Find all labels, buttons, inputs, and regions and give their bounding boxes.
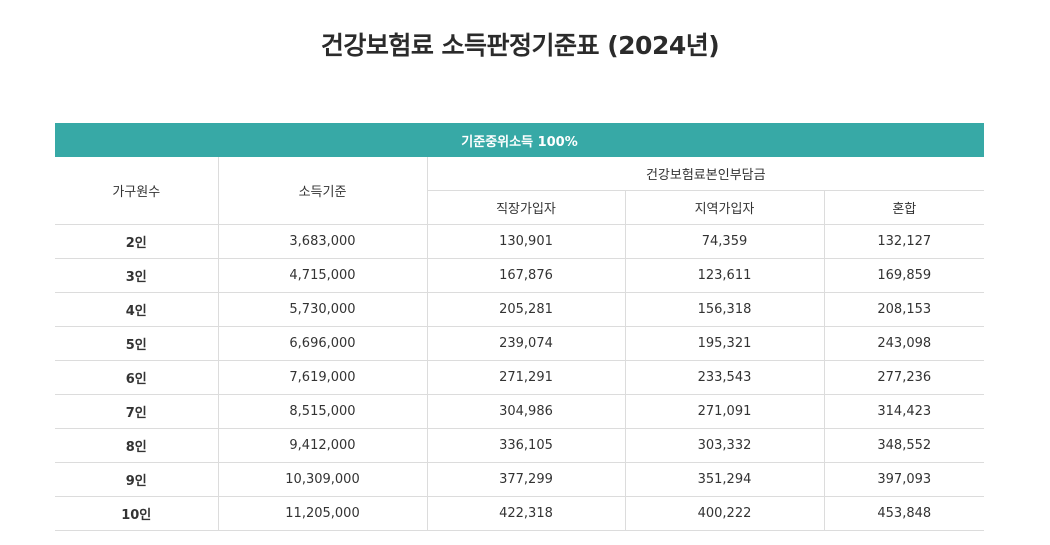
cell-household: 8인 [55, 428, 218, 463]
cell-mixed: 208,153 [823, 292, 985, 327]
cell-employee: 377,299 [426, 462, 625, 497]
cell-regional: 271,091 [624, 394, 824, 429]
cell-income-standard: 3,683,000 [217, 224, 427, 259]
table-row: 6인 7,619,000 271,291 233,543 277,236 [55, 360, 985, 395]
cell-employee: 239,074 [426, 326, 625, 361]
income-criteria-table: 기준중위소득 100% 가구원수 소득기준 건강보험료본인부담금 직장가입자 지… [55, 123, 985, 531]
page-title: 건강보험료 소득판정기준표 (2024년) [320, 31, 720, 60]
cell-income-standard: 6,696,000 [217, 326, 427, 361]
header-household: 가구원수 [55, 157, 218, 225]
cell-regional: 303,332 [624, 428, 824, 463]
table-row: 10인 11,205,000 422,318 400,222 453,848 [55, 496, 985, 531]
table-row: 9인 10,309,000 377,299 351,294 397,093 [55, 462, 985, 497]
cell-regional: 233,543 [624, 360, 824, 395]
cell-employee: 304,986 [426, 394, 625, 429]
header-income-standard: 소득기준 [217, 157, 427, 225]
cell-mixed: 243,098 [823, 326, 985, 361]
cell-household: 4인 [55, 292, 218, 327]
cell-household: 3인 [55, 258, 218, 293]
header-regional: 지역가입자 [624, 190, 824, 225]
cell-household: 9인 [55, 462, 218, 497]
cell-mixed: 348,552 [823, 428, 985, 463]
cell-income-standard: 11,205,000 [217, 496, 427, 531]
table-row: 5인 6,696,000 239,074 195,321 243,098 [55, 326, 985, 361]
cell-income-standard: 4,715,000 [217, 258, 427, 293]
cell-employee: 422,318 [426, 496, 625, 531]
cell-mixed: 169,859 [823, 258, 985, 293]
table-row: 3인 4,715,000 167,876 123,611 169,859 [55, 258, 985, 293]
cell-regional: 123,611 [624, 258, 824, 293]
cell-employee: 130,901 [426, 224, 625, 259]
cell-mixed: 132,127 [823, 224, 985, 259]
cell-employee: 167,876 [426, 258, 625, 293]
cell-mixed: 397,093 [823, 462, 985, 497]
table-banner: 기준중위소득 100% [55, 123, 985, 157]
cell-household: 2인 [55, 224, 218, 259]
cell-household: 7인 [55, 394, 218, 429]
cell-household: 10인 [55, 496, 218, 531]
cell-mixed: 277,236 [823, 360, 985, 395]
table-body: 2인 3,683,000 130,901 74,359 132,127 3인 4,715,0… [55, 224, 985, 531]
cell-mixed: 314,423 [823, 394, 985, 429]
cell-income-standard: 10,309,000 [217, 462, 427, 497]
cell-regional: 156,318 [624, 292, 824, 327]
cell-regional: 195,321 [624, 326, 824, 361]
table-row: 4인 5,730,000 205,281 156,318 208,153 [55, 292, 985, 327]
cell-regional: 400,222 [624, 496, 824, 531]
table-row: 2인 3,683,000 130,901 74,359 132,127 [55, 224, 985, 259]
cell-household: 6인 [55, 360, 218, 395]
cell-regional: 74,359 [624, 224, 824, 259]
header-mixed: 혼합 [823, 190, 985, 225]
cell-income-standard: 8,515,000 [217, 394, 427, 429]
table-row: 8인 9,412,000 336,105 303,332 348,552 [55, 428, 985, 463]
cell-household: 5인 [55, 326, 218, 361]
cell-employee: 336,105 [426, 428, 625, 463]
cell-employee: 271,291 [426, 360, 625, 395]
table-row: 7인 8,515,000 304,986 271,091 314,423 [55, 394, 985, 429]
cell-employee: 205,281 [426, 292, 625, 327]
cell-income-standard: 7,619,000 [217, 360, 427, 395]
header-employee: 직장가입자 [426, 190, 625, 225]
header-premium-group: 건강보험료본인부담금 [426, 157, 985, 191]
cell-income-standard: 9,412,000 [217, 428, 427, 463]
cell-regional: 351,294 [624, 462, 824, 497]
cell-income-standard: 5,730,000 [217, 292, 427, 327]
cell-mixed: 453,848 [823, 496, 985, 531]
